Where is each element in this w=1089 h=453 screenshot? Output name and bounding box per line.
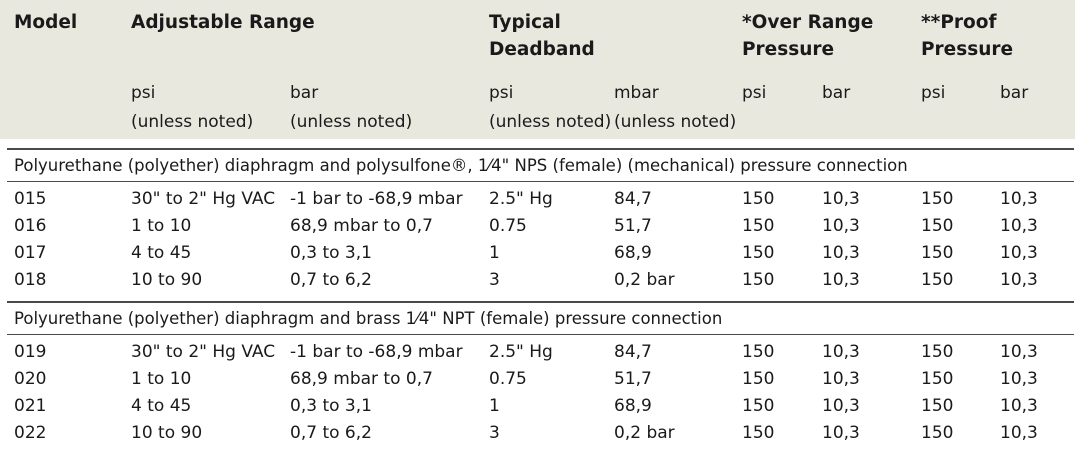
cell-db-psi: 2.5" Hg [489, 342, 553, 362]
cell-adj-bar: 0,7 to 6,2 [290, 270, 372, 290]
cell-proof-bar: 10,3 [1000, 216, 1038, 236]
subheader-or-bar: bar [822, 83, 851, 103]
subheader-db-mbar-unit: mbar [614, 83, 659, 103]
cell-or-bar: 10,3 [822, 189, 860, 209]
cell-adj-psi: 30" to 2" Hg VAC [131, 189, 276, 209]
section-1-top-rule [7, 148, 1074, 150]
cell-adj-bar: 68,9 mbar to 0,7 [290, 216, 433, 236]
cell-db-psi: 0.75 [489, 369, 527, 389]
cell-db-mbar: 51,7 [614, 216, 652, 236]
cell-db-mbar: 84,7 [614, 189, 652, 209]
cell-adj-psi: 1 to 10 [131, 216, 192, 236]
cell-proof-psi: 150 [921, 189, 954, 209]
header-proof-line1: **Proof [921, 12, 997, 33]
cell-adj-psi: 4 to 45 [131, 396, 192, 416]
section-2-title: Polyurethane (polyether) diaphragm and b… [14, 309, 723, 328]
subheader-db-mbar-note: (unless noted) [614, 112, 737, 132]
cell-or-bar: 10,3 [822, 243, 860, 263]
cell-proof-bar: 10,3 [1000, 270, 1038, 290]
cell-proof-psi: 150 [921, 342, 954, 362]
cell-model: 019 [14, 342, 47, 362]
cell-proof-bar: 10,3 [1000, 189, 1038, 209]
header-adjustable-range: Adjustable Range [131, 12, 315, 33]
cell-proof-psi: 150 [921, 396, 954, 416]
cell-or-bar: 10,3 [822, 342, 860, 362]
cell-proof-bar: 10,3 [1000, 423, 1038, 443]
header-over-range-line2: Pressure [742, 39, 835, 60]
cell-or-psi: 150 [742, 189, 775, 209]
header-model: Model [14, 12, 78, 33]
section-2-title-rule [7, 334, 1074, 335]
cell-db-mbar: 68,9 [614, 396, 652, 416]
cell-or-bar: 10,3 [822, 396, 860, 416]
subheader-adj-psi-note: (unless noted) [131, 112, 254, 132]
subheader-adj-bar-unit: bar [290, 83, 319, 103]
cell-adj-psi: 4 to 45 [131, 243, 192, 263]
header-typical-deadband-line1: Typical [489, 12, 561, 33]
cell-adj-bar: -1 bar to -68,9 mbar [290, 189, 463, 209]
cell-adj-bar: 0,3 to 3,1 [290, 396, 372, 416]
cell-model: 015 [14, 189, 47, 209]
section-1-title: Polyurethane (polyether) diaphragm and p… [14, 156, 908, 175]
cell-model: 020 [14, 369, 47, 389]
header-proof-line2: Pressure [921, 39, 1014, 60]
subheader-db-psi-unit: psi [489, 83, 514, 103]
table-header-band [0, 0, 1075, 139]
cell-proof-psi: 150 [921, 270, 954, 290]
subheader-adj-psi-unit: psi [131, 83, 156, 103]
cell-db-mbar: 51,7 [614, 369, 652, 389]
cell-or-psi: 150 [742, 270, 775, 290]
cell-adj-bar: 0,7 to 6,2 [290, 423, 372, 443]
cell-model: 018 [14, 270, 47, 290]
cell-model: 017 [14, 243, 47, 263]
cell-adj-psi: 30" to 2" Hg VAC [131, 342, 276, 362]
cell-or-psi: 150 [742, 342, 775, 362]
cell-or-psi: 150 [742, 369, 775, 389]
cell-proof-bar: 10,3 [1000, 396, 1038, 416]
cell-or-bar: 10,3 [822, 216, 860, 236]
cell-adj-psi: 10 to 90 [131, 423, 203, 443]
cell-or-psi: 150 [742, 216, 775, 236]
subheader-or-psi: psi [742, 83, 767, 103]
cell-adj-bar: 0,3 to 3,1 [290, 243, 372, 263]
section-1-title-rule [7, 181, 1074, 182]
cell-db-mbar: 68,9 [614, 243, 652, 263]
cell-proof-psi: 150 [921, 423, 954, 443]
cell-adj-psi: 10 to 90 [131, 270, 203, 290]
cell-proof-bar: 10,3 [1000, 369, 1038, 389]
cell-db-mbar: 0,2 bar [614, 270, 675, 290]
cell-or-bar: 10,3 [822, 369, 860, 389]
cell-proof-psi: 150 [921, 369, 954, 389]
cell-db-psi: 3 [489, 423, 500, 443]
cell-db-psi: 1 [489, 396, 500, 416]
cell-or-psi: 150 [742, 243, 775, 263]
cell-proof-bar: 10,3 [1000, 342, 1038, 362]
cell-proof-psi: 150 [921, 243, 954, 263]
cell-or-psi: 150 [742, 423, 775, 443]
cell-db-psi: 2.5" Hg [489, 189, 553, 209]
cell-db-psi: 3 [489, 270, 500, 290]
cell-proof-psi: 150 [921, 216, 954, 236]
cell-or-psi: 150 [742, 396, 775, 416]
cell-model: 016 [14, 216, 47, 236]
cell-model: 022 [14, 423, 47, 443]
cell-or-bar: 10,3 [822, 423, 860, 443]
cell-db-mbar: 84,7 [614, 342, 652, 362]
cell-adj-psi: 1 to 10 [131, 369, 192, 389]
header-typical-deadband-line2: Deadband [489, 39, 595, 60]
subheader-proof-bar: bar [1000, 83, 1029, 103]
section-2-top-rule [7, 301, 1074, 303]
cell-adj-bar: 68,9 mbar to 0,7 [290, 369, 433, 389]
cell-adj-bar: -1 bar to -68,9 mbar [290, 342, 463, 362]
cell-model: 021 [14, 396, 47, 416]
cell-or-bar: 10,3 [822, 270, 860, 290]
subheader-adj-bar-note: (unless noted) [290, 112, 413, 132]
cell-db-mbar: 0,2 bar [614, 423, 675, 443]
subheader-db-psi-note: (unless noted) [489, 112, 612, 132]
cell-proof-bar: 10,3 [1000, 243, 1038, 263]
cell-db-psi: 1 [489, 243, 500, 263]
header-over-range-line1: *Over Range [742, 12, 874, 33]
cell-db-psi: 0.75 [489, 216, 527, 236]
subheader-proof-psi: psi [921, 83, 946, 103]
